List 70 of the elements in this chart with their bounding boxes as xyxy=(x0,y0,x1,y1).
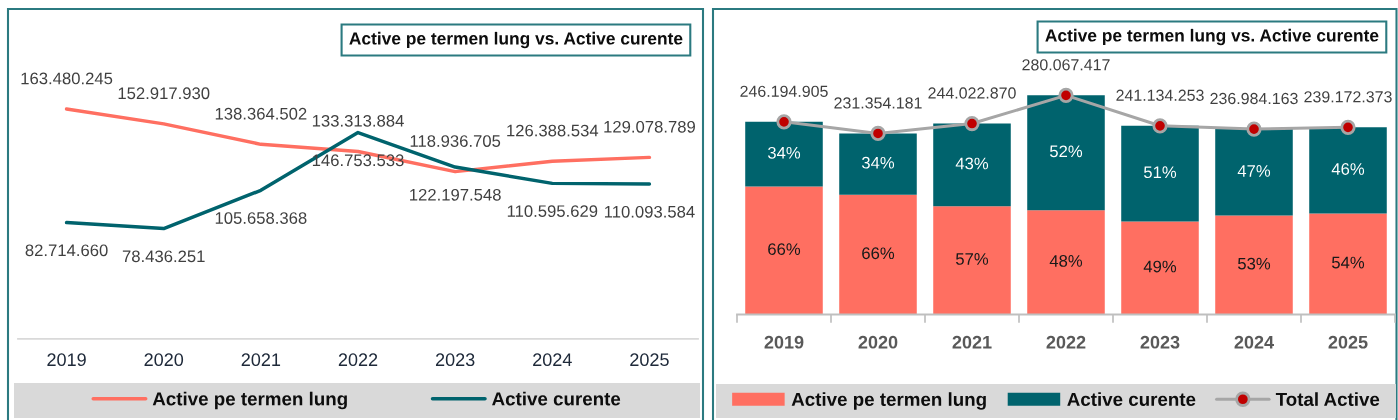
data-label: 236.984.163 xyxy=(1210,92,1298,105)
legend-label: Total Active xyxy=(1275,392,1380,406)
data-label: 146.753.533 xyxy=(312,154,404,167)
annotation: 52% xyxy=(1049,145,1083,158)
data-label: 122.197.548 xyxy=(410,188,501,201)
data-label: 163.480.245 xyxy=(21,72,113,85)
x-tick-label: 2021 xyxy=(952,335,992,349)
x-tick-label: 2020 xyxy=(858,335,898,349)
annotation: 51% xyxy=(1143,166,1177,179)
annotation: 66% xyxy=(768,243,801,256)
data-label: 246.194.905 xyxy=(740,85,828,97)
bar xyxy=(1309,127,1387,214)
bar xyxy=(839,194,917,315)
data-label: 241.134.253 xyxy=(1116,89,1204,101)
data-label: 82.714.660 xyxy=(25,244,108,257)
data-label: 110.595.629 xyxy=(507,205,598,218)
legend-label: Active curente xyxy=(1067,392,1196,406)
legend-label: Active pe termen lung xyxy=(791,392,986,410)
annotation: 66% xyxy=(862,247,895,260)
bar xyxy=(1121,221,1199,315)
x-tick-label: 2024 xyxy=(533,353,572,367)
bar xyxy=(1121,125,1199,222)
annotation: 54% xyxy=(1331,256,1365,269)
data-label: 244.022.870 xyxy=(928,87,1016,99)
annotation: 47% xyxy=(1237,165,1271,177)
annotation: 46% xyxy=(1331,163,1365,175)
chart-title: Active pe termen lung vs. Active curente xyxy=(349,31,683,49)
x-tick-label: 2025 xyxy=(1328,335,1368,349)
bar xyxy=(933,206,1011,315)
x-tick-label: 2023 xyxy=(1140,335,1180,349)
bar xyxy=(745,121,823,187)
annotation: 57% xyxy=(955,253,989,265)
x-tick-label: 2023 xyxy=(435,353,475,367)
bar xyxy=(1027,95,1105,211)
x-tick-label: 2019 xyxy=(764,335,804,349)
x-tick-label: 2022 xyxy=(338,353,378,367)
data-label: 231.354.181 xyxy=(834,97,922,109)
text: Active pe termen lung vs. Active curente xyxy=(1045,28,1379,46)
x-tick-label: 2025 xyxy=(630,353,669,367)
annotation: 48% xyxy=(1049,255,1083,267)
annotation: 34% xyxy=(767,146,801,159)
data-label: 239.172.373 xyxy=(1304,91,1392,103)
annotation: 49% xyxy=(1143,260,1177,273)
legend-label: Active curente xyxy=(492,391,621,406)
x-tick-label: 2019 xyxy=(47,353,86,367)
bar xyxy=(1027,210,1105,315)
legend-label: Active pe termen lung xyxy=(152,391,347,410)
data-label: 152.917.930 xyxy=(118,87,210,100)
bar xyxy=(933,123,1011,207)
data-label: 78.436.251 xyxy=(122,250,205,263)
annotation: 34% xyxy=(861,156,895,169)
data-label: 110.093.584 xyxy=(604,205,695,218)
bar xyxy=(839,133,917,195)
bar xyxy=(745,186,823,315)
x-tick-label: 2024 xyxy=(1234,335,1274,349)
data-label: 105.658.368 xyxy=(215,212,307,224)
data-label: 129.078.789 xyxy=(604,120,695,133)
annotation: 53% xyxy=(1237,257,1271,270)
x-tick-label: 2022 xyxy=(1046,335,1086,349)
data-label: 126.388.534 xyxy=(507,124,599,137)
x-tick-label: 2020 xyxy=(144,353,184,367)
data-label: 280.067.417 xyxy=(1022,59,1110,71)
annotation: 43% xyxy=(955,157,989,170)
bar xyxy=(1215,129,1293,216)
bar xyxy=(1309,213,1387,315)
x-tick-label: 2021 xyxy=(241,353,281,367)
data-label: 133.313.884 xyxy=(312,114,404,127)
data-label: 118.936.705 xyxy=(410,135,501,147)
bar xyxy=(1215,215,1293,315)
data-label: 138.364.502 xyxy=(215,107,307,120)
